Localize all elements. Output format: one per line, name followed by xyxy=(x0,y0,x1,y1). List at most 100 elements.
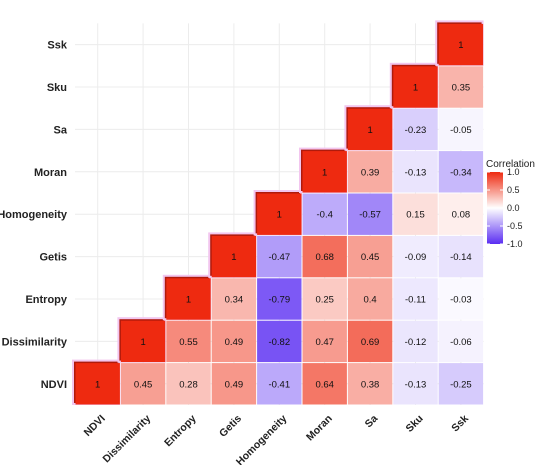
x-tick-label: Entropy xyxy=(162,413,199,450)
x-tick-label: Dissimilarity xyxy=(101,413,154,465)
cell-fill xyxy=(257,278,302,320)
cell-value: 0.4 xyxy=(363,295,376,306)
cell-value: 1 xyxy=(458,40,463,51)
heatmap-cell: 0.39 xyxy=(347,151,393,193)
cell-fill xyxy=(211,320,257,363)
cell-value: 1 xyxy=(95,379,100,390)
cell-fill xyxy=(347,193,393,235)
heatmap-cell: 1 xyxy=(299,147,348,193)
heatmap-cell: 1 xyxy=(253,190,302,236)
cell-fill xyxy=(211,235,257,278)
cell-value: 0.45 xyxy=(134,379,153,390)
cell-value: 1 xyxy=(140,337,145,348)
cell-fill xyxy=(438,151,484,193)
cell-fill xyxy=(438,363,484,405)
cell-value: -0.12 xyxy=(405,337,427,348)
heatmap-cell: -0.05 xyxy=(438,108,484,151)
x-tick-label: Getis xyxy=(217,413,244,440)
cell-fill xyxy=(347,320,393,363)
cell-fill xyxy=(438,320,484,363)
heatmap-cell: 1 xyxy=(162,274,212,321)
cell-fill xyxy=(211,278,257,320)
cell-value: 0.47 xyxy=(315,337,334,348)
cell-value: -0.13 xyxy=(405,167,427,178)
cell-fill xyxy=(393,66,438,108)
cell-fill xyxy=(347,278,393,320)
legend: Correlation 1.0 0.5 0.0 -0.5 -1.0 xyxy=(486,159,535,249)
cell-value: -0.34 xyxy=(450,167,472,178)
heatmap-cell: 0.38 xyxy=(347,363,393,405)
heatmap-cell: 0.28 xyxy=(166,363,211,405)
heatmap-cell: 0.4 xyxy=(347,278,393,320)
heatmap-cell: 0.64 xyxy=(302,363,347,405)
cell-value: 0.55 xyxy=(179,337,198,348)
y-tick-label: Entropy xyxy=(25,294,67,306)
cell-value: 0.28 xyxy=(179,379,198,390)
heatmap-cell: 0.47 xyxy=(302,320,347,363)
cell-fill xyxy=(393,151,438,193)
y-axis-labels: NDVI Dissimilarity Entropy Getis Homogeneity… xyxy=(0,40,68,391)
cell-value: -0.09 xyxy=(405,252,427,263)
cell-fill xyxy=(347,108,393,151)
cell-fill xyxy=(257,235,302,278)
cell-value: 0.38 xyxy=(361,379,380,390)
legend-ticks: 1.0 0.5 0.0 -0.5 -1.0 xyxy=(487,167,523,249)
heatmap-cell: 1 xyxy=(117,317,166,363)
heatmap-cell: -0.09 xyxy=(393,235,438,278)
x-tick-label: Ssk xyxy=(449,413,471,435)
heatmap-cell: 1 xyxy=(208,232,257,278)
cell-fill xyxy=(438,108,484,151)
cell-fill xyxy=(257,363,302,405)
heatmap-cell: -0.03 xyxy=(438,278,484,320)
cell-value: 0.25 xyxy=(315,295,334,306)
cell-value: 0.08 xyxy=(452,210,471,221)
cell-value: 1 xyxy=(186,295,191,306)
y-tick-label: Ssk xyxy=(47,40,67,52)
x-tick-label: NDVI xyxy=(82,413,108,439)
heatmap-cell: 0.34 xyxy=(211,278,257,320)
heatmap-cell: -0.4 xyxy=(302,193,347,235)
cell-value: 0.34 xyxy=(225,295,244,306)
legend-tick-label: -1.0 xyxy=(507,239,523,249)
legend-tick-label: 1.0 xyxy=(507,167,520,177)
cell-fill xyxy=(302,235,347,278)
cell-fill xyxy=(257,193,302,235)
cell-fill xyxy=(347,151,393,193)
heatmap-cell: 0.49 xyxy=(211,320,257,363)
cell-fill xyxy=(438,193,484,235)
heatmap-cell: 0.15 xyxy=(393,193,438,235)
legend-tick-label: 0.0 xyxy=(507,203,520,213)
heatmap-cell: 1 xyxy=(389,62,439,109)
x-tick-label: Moran xyxy=(304,413,335,444)
cell-value: -0.06 xyxy=(450,337,472,348)
legend-title: Correlation xyxy=(486,159,535,170)
heatmap-cell: 0.25 xyxy=(302,278,347,320)
cell-fill xyxy=(438,235,484,278)
heatmap-cell: -0.11 xyxy=(393,278,438,320)
heatmap-cell: -0.14 xyxy=(438,235,484,278)
cell-value: -0.13 xyxy=(405,379,427,390)
cell-value: 1 xyxy=(322,167,327,178)
cell-value: -0.03 xyxy=(450,295,472,306)
legend-colorbar xyxy=(487,172,503,244)
cell-value: -0.11 xyxy=(405,295,426,306)
cell-value: 1 xyxy=(277,210,282,221)
heatmap-cells: 1 0.45 0.28 0.49 -0.41 0.64 0.38 -0.13 -0.251 0.5… xyxy=(72,20,484,405)
cell-value: 0.64 xyxy=(315,379,334,390)
heatmap-cell: -0.25 xyxy=(438,363,484,405)
cell-fill xyxy=(438,66,484,108)
cell-value: -0.23 xyxy=(405,125,427,136)
cell-value: 0.68 xyxy=(315,252,334,263)
heatmap-cell: 0.69 xyxy=(347,320,393,363)
cell-value: -0.41 xyxy=(268,379,290,390)
heatmap-cell: -0.41 xyxy=(257,363,302,405)
heatmap-cell: -0.13 xyxy=(393,151,438,193)
cell-fill xyxy=(347,363,393,405)
cell-value: -0.47 xyxy=(268,252,290,263)
y-tick-label: Sku xyxy=(47,82,67,94)
y-tick-label: NDVI xyxy=(41,379,67,391)
heatmap-cell: 0.68 xyxy=(302,235,347,278)
cell-fill xyxy=(438,23,484,66)
heatmap-cell: 0.35 xyxy=(438,66,484,108)
